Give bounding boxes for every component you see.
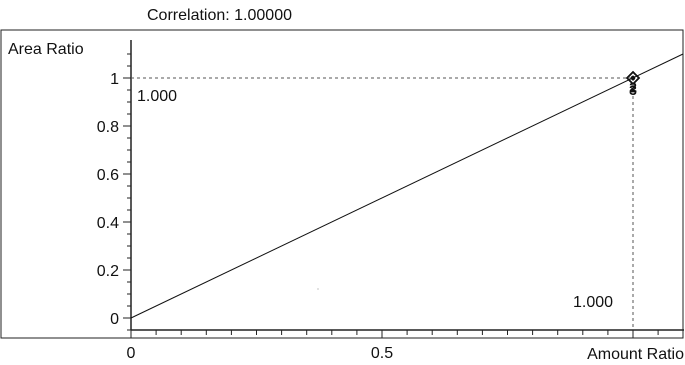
reference-y-label: 1.000: [137, 88, 177, 105]
data-point-marker: [625, 70, 641, 86]
fit-line: [130, 53, 684, 319]
y-tick-label: 0: [110, 311, 119, 328]
data-point-label: 2: [629, 79, 637, 95]
x-tick-label: 0.5: [371, 345, 393, 362]
x-axis-ticks: 0 0.5: [127, 330, 659, 362]
y-axis-ticks: 0 0.2 0.4 0.6 0.8 1: [97, 53, 131, 331]
y-tick-label: 0.8: [97, 119, 119, 136]
chart-title: Correlation: 1.00000: [147, 7, 292, 24]
plot-frame: [0, 29, 684, 339]
x-tick-label: 0: [127, 345, 136, 362]
y-tick-label: 0.2: [97, 263, 119, 280]
y-axis-label: Area Ratio: [8, 41, 84, 58]
y-tick-label: 1: [110, 71, 119, 88]
x-axis-label: Amount Ratio: [587, 346, 684, 363]
noise-speck: [317, 288, 319, 290]
y-tick-label: 0.6: [97, 167, 119, 184]
reference-x-label: 1.000: [573, 294, 613, 311]
data-point-label: 3: [629, 82, 637, 98]
y-tick-label: 0.4: [97, 215, 119, 232]
data-point-center: [630, 75, 636, 81]
data-points: 23: [625, 70, 641, 98]
